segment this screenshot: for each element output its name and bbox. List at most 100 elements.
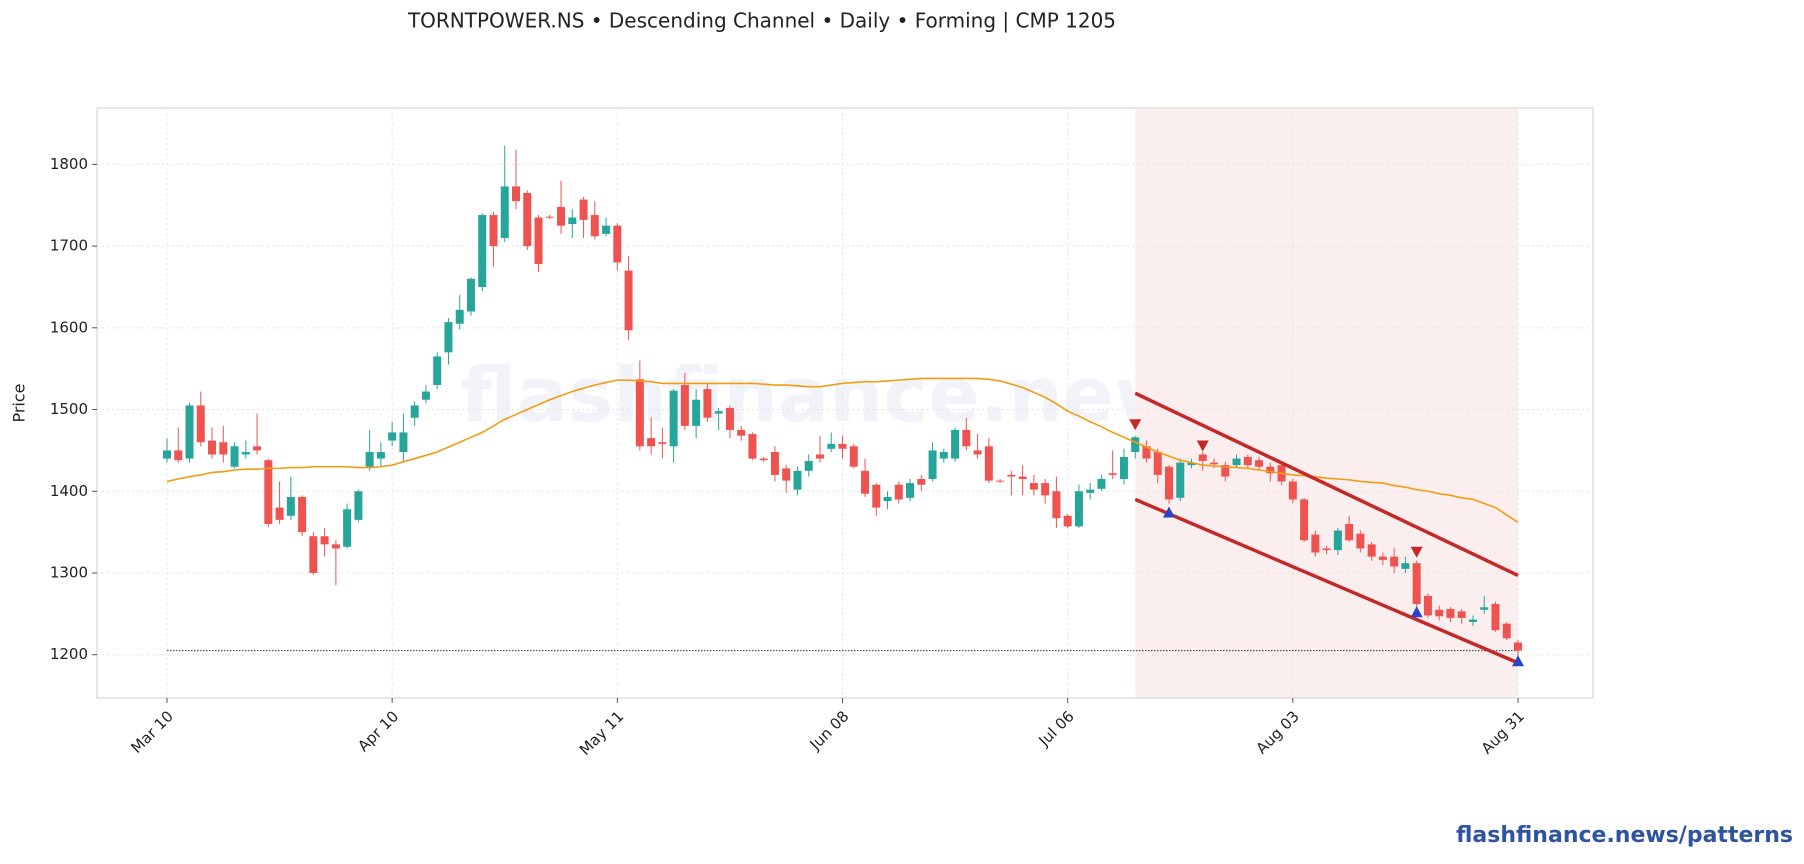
- candle-body: [196, 405, 205, 443]
- pivot-low: [1512, 655, 1524, 667]
- candle-body: [163, 450, 171, 459]
- candle-body: [973, 450, 982, 455]
- candle-body: [1232, 458, 1241, 466]
- candle-body: [917, 478, 926, 485]
- candle-body: [703, 389, 712, 418]
- candle-body: [714, 411, 723, 414]
- candle-body: [1378, 556, 1387, 560]
- y-tick-label: 1300: [50, 563, 88, 581]
- candle-body: [861, 470, 870, 494]
- candle-body: [376, 452, 385, 459]
- y-tick-label: 1600: [50, 318, 88, 336]
- candle-body: [230, 446, 239, 467]
- candle-body: [1367, 544, 1376, 557]
- candle-body: [1198, 454, 1207, 462]
- candle-body: [1288, 481, 1297, 500]
- candle-body: [444, 322, 453, 353]
- candle-body: [523, 192, 532, 247]
- candle-body: [647, 438, 656, 447]
- x-tick-label: Apr 10: [354, 707, 402, 755]
- candle-body: [1221, 465, 1230, 477]
- candle-body: [478, 215, 487, 287]
- candle-body: [658, 442, 667, 444]
- pivot-high: [1196, 440, 1209, 452]
- candle-body: [1086, 489, 1095, 493]
- candle-body: [996, 480, 1005, 482]
- candle-body: [1345, 523, 1354, 541]
- candle-body: [388, 432, 397, 441]
- moving-average: [166, 377, 1519, 523]
- candle-body: [1131, 437, 1140, 453]
- channel-line: [1134, 497, 1519, 665]
- y-tick-label: 1500: [50, 400, 88, 418]
- candle-body: [343, 509, 352, 547]
- x-tick-label: Aug 03: [1253, 707, 1303, 757]
- candle-body: [354, 491, 363, 520]
- candle-body: [1266, 466, 1275, 474]
- candle-body: [253, 446, 262, 451]
- candle-body: [1401, 563, 1410, 569]
- candle-body: [725, 407, 734, 430]
- candle-body: [365, 452, 374, 467]
- x-tick-label: Aug 31: [1478, 707, 1528, 757]
- candle-body: [1074, 491, 1083, 527]
- candle-body: [1243, 456, 1252, 466]
- candle-body: [1018, 476, 1027, 479]
- candle-body: [1457, 611, 1466, 618]
- candle-body: [827, 443, 836, 449]
- candle-body: [579, 199, 588, 220]
- candle-body: [512, 186, 521, 202]
- candle-body: [613, 225, 622, 263]
- candle-body: [1097, 478, 1106, 489]
- pivot-low: [1410, 606, 1423, 618]
- candle-body: [737, 429, 746, 436]
- candle-body: [1446, 608, 1455, 618]
- candle-body: [185, 405, 194, 459]
- candle-body: [1052, 491, 1061, 519]
- pattern-zone: [1135, 109, 1518, 697]
- candle-body: [1108, 473, 1117, 475]
- candle-body: [1187, 462, 1196, 466]
- candle-body: [466, 278, 475, 312]
- candle-body: [770, 452, 779, 475]
- x-tick-label: Mar 10: [127, 707, 177, 757]
- candle-body: [590, 215, 599, 237]
- candle-body: [984, 446, 993, 481]
- candle-body: [1333, 530, 1342, 551]
- candle-body: [568, 217, 577, 225]
- candle-body: [320, 536, 329, 545]
- candle-body: [1502, 623, 1511, 639]
- candle-body: [1007, 474, 1016, 477]
- candle-body: [1480, 607, 1489, 610]
- candle-body: [1468, 619, 1477, 623]
- candle-body: [894, 484, 903, 500]
- candle-body: [692, 399, 701, 426]
- candle-body: [331, 544, 340, 549]
- candle-body: [1176, 462, 1185, 498]
- candle-body: [1300, 499, 1309, 541]
- footer: flashfinance.news/patterns: [1456, 823, 1793, 848]
- candle-body: [1119, 456, 1128, 479]
- candle-body: [962, 429, 971, 447]
- candle-body: [1514, 642, 1522, 651]
- candle-body: [1063, 515, 1072, 527]
- candle-body: [309, 536, 318, 573]
- y-tick-label: 1200: [50, 645, 88, 663]
- candle-body: [1041, 483, 1050, 496]
- candle-body: [1029, 483, 1038, 490]
- x-tick-label: May 11: [576, 707, 628, 759]
- candle-body: [489, 215, 498, 247]
- candle-body: [1311, 534, 1320, 553]
- y-axis-label: Price: [10, 383, 29, 422]
- candle-body: [1210, 462, 1219, 465]
- y-tick-label: 1700: [50, 237, 88, 255]
- candle-body: [748, 434, 757, 459]
- plot-frame: [96, 107, 1594, 699]
- candle-body: [286, 496, 295, 516]
- candle-body: [275, 507, 284, 520]
- x-tick-label: Jun 08: [806, 707, 853, 754]
- candle-body: [174, 450, 183, 461]
- candle-body: [624, 270, 633, 331]
- candle-body: [939, 452, 948, 459]
- y-tick-label: 1800: [50, 155, 88, 173]
